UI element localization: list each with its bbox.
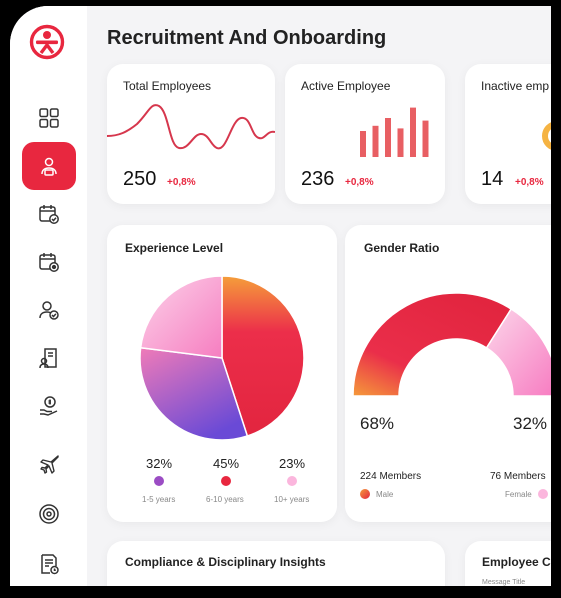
active-bar — [397, 128, 404, 157]
sidebar-item-dashboard[interactable] — [22, 94, 76, 142]
male-donut-segment[interactable] — [352, 292, 513, 397]
female-donut-segment[interactable] — [485, 307, 551, 397]
sidebar-item-benefits[interactable] — [22, 382, 76, 430]
legend-dot-male — [360, 489, 370, 499]
sidebar-item-schedule[interactable] — [22, 238, 76, 286]
stat-value: 14 — [481, 168, 504, 190]
inactive-employee-card[interactable]: Inactive emp 14 +0,8% — [465, 64, 551, 204]
experience-pct-2: 45% — [213, 456, 240, 471]
card-title: Total Employees — [123, 79, 212, 93]
card-title: Employee C — [482, 555, 551, 569]
employee-card[interactable]: Employee C Message Title — [465, 541, 551, 586]
card-title: Experience Level — [125, 241, 224, 255]
stat-value: 250 — [123, 168, 157, 190]
experience-label-3: 10+ years — [274, 495, 310, 504]
experience-pct-3: 23% — [279, 456, 306, 471]
sidebar-item-attendance[interactable] — [22, 190, 76, 238]
page-title: Recruitment And Onboarding — [107, 27, 387, 49]
female-pct: 32% — [513, 414, 548, 433]
stat-change: +0,8% — [515, 177, 544, 188]
calendar-clock-icon — [39, 253, 59, 272]
card-subtitle: Message Title — [482, 579, 526, 586]
sidebar-item-employees[interactable] — [22, 286, 76, 334]
users-icon — [41, 157, 57, 176]
user-check-icon — [39, 301, 59, 320]
stat-change: +0,8% — [345, 177, 374, 188]
active-bar — [372, 125, 379, 157]
experience-pie-slice[interactable] — [139, 346, 249, 441]
hand-coin-icon — [40, 396, 58, 416]
compliance-card[interactable]: Compliance & Disciplinary Insights — [107, 541, 445, 586]
active-bar — [385, 118, 391, 157]
male-pct: 68% — [360, 414, 395, 433]
experience-pie-chart — [139, 275, 305, 441]
sidebar-item-recruitment[interactable] — [22, 142, 76, 190]
grid-icon — [39, 108, 59, 128]
airplane-icon — [40, 455, 59, 474]
experience-pie-slice[interactable] — [221, 275, 305, 437]
brand-logo — [29, 24, 65, 60]
experience-pct-1: 32% — [146, 456, 173, 471]
female-members: 76 Members — [490, 471, 546, 482]
document-clock-icon — [41, 554, 59, 575]
stat-value: 236 — [301, 168, 335, 190]
sidebar — [10, 6, 87, 586]
active-bar — [422, 120, 429, 157]
card-title: Inactive emp — [481, 79, 550, 93]
legend-dot-purple — [154, 476, 164, 486]
experience-label-2: 6-10 years — [206, 495, 244, 504]
app-window: Recruitment And Onboarding Total Employe… — [10, 6, 551, 586]
experience-label-1: 1-5 years — [142, 495, 176, 504]
active-employee-card[interactable]: Active Employee 236 +0,8% — [285, 64, 445, 204]
legend-dot-pink — [287, 476, 297, 486]
card-title: Gender Ratio — [364, 241, 440, 255]
sidebar-item-payroll[interactable] — [22, 334, 76, 382]
sidebar-item-travel[interactable] — [22, 440, 76, 488]
total-trend-sparkline — [107, 104, 275, 150]
legend-dot-female — [538, 489, 548, 499]
female-label: Female — [505, 490, 532, 499]
active-bar — [360, 131, 366, 157]
active-bar-chart — [360, 107, 429, 157]
card-title: Compliance & Disciplinary Insights — [125, 555, 326, 569]
payroll-icon — [39, 348, 57, 369]
stat-change: +0,8% — [167, 177, 196, 188]
gender-ratio-card[interactable]: Gender Ratio 68% 32% 224 Members 76 Memb… — [345, 225, 551, 522]
card-title: Active Employee — [301, 79, 391, 93]
total-employees-card[interactable]: Total Employees 250 +0,8% — [107, 64, 275, 204]
target-icon — [39, 504, 59, 524]
active-bar — [410, 107, 416, 157]
sidebar-item-reports[interactable] — [22, 540, 76, 586]
experience-level-card[interactable]: Experience Level 32% 45% 23% — [107, 225, 337, 522]
legend-dot-red — [221, 476, 231, 486]
calendar-check-icon — [39, 205, 59, 224]
gender-donut-chart — [352, 292, 551, 397]
male-members: 224 Members — [360, 471, 422, 482]
main-content: Recruitment And Onboarding Total Employe… — [87, 6, 551, 586]
male-label: Male — [376, 490, 394, 499]
experience-pie-slice[interactable] — [139, 275, 223, 359]
sidebar-item-goals[interactable] — [22, 490, 76, 538]
inactive-chart — [542, 122, 551, 150]
